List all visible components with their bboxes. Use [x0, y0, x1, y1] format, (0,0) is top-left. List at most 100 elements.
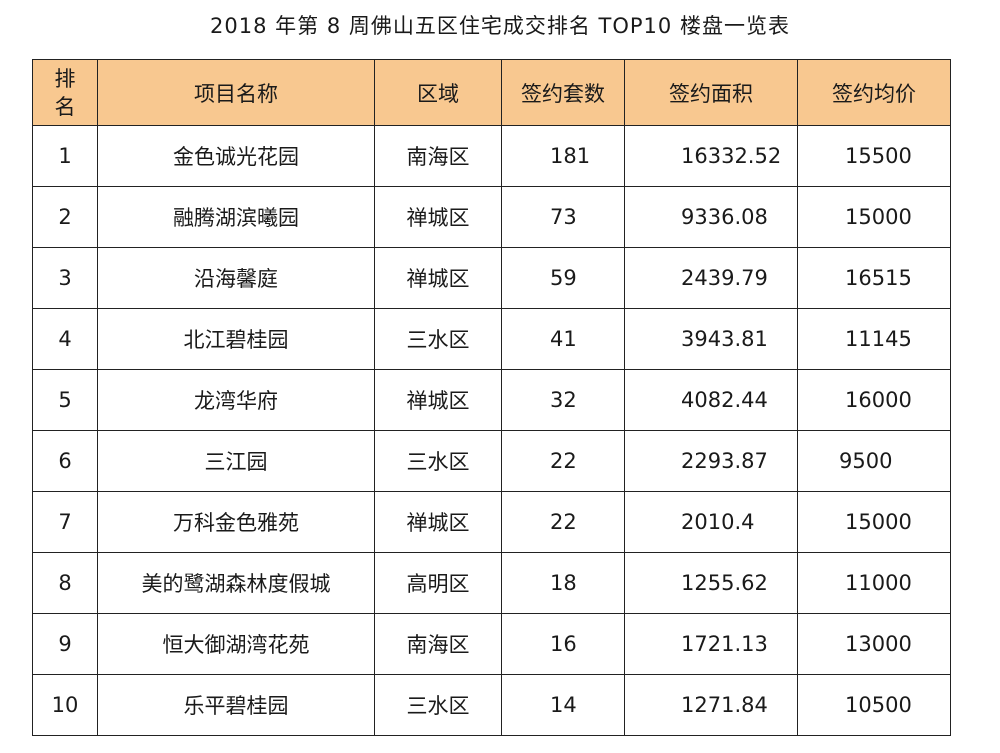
signed-units-value: 181 [550, 144, 591, 168]
cell-rank: 3 [32, 247, 98, 309]
cell-signed-area: 9336.08 [624, 186, 798, 248]
cell-signed-area: 16332.52 [624, 125, 798, 187]
cell-project-name: 北江碧桂园 [97, 308, 375, 370]
signed-area-value: 3943.81 [681, 327, 768, 351]
table-row: 9 恒大御湖湾花苑 南海区 16 1721.13 13000 [32, 613, 951, 675]
table-row: 2 融腾湖滨曦园 禅城区 73 9336.08 15000 [32, 186, 951, 248]
average-price-value: 15500 [845, 144, 912, 168]
table-title: 2018 年第 8 周佛山五区住宅成交排名 TOP10 楼盘一览表 [210, 14, 790, 38]
header-average-price: 签约均价 [797, 59, 951, 126]
cell-district: 禅城区 [374, 491, 502, 553]
signed-area-value: 2293.87 [681, 449, 768, 473]
table-row: 3 沿海馨庭 禅城区 59 2439.79 16515 [32, 247, 951, 309]
signed-units-value: 59 [550, 266, 577, 290]
cell-district: 禅城区 [374, 247, 502, 309]
signed-area-value: 1255.62 [681, 571, 768, 595]
cell-signed-units: 22 [501, 430, 625, 492]
signed-area-value: 16332.52 [681, 144, 782, 168]
cell-project-name: 沿海馨庭 [97, 247, 375, 309]
cell-signed-area: 4082.44 [624, 369, 798, 431]
cell-rank: 7 [32, 491, 98, 553]
cell-signed-area: 1271.84 [624, 674, 798, 736]
cell-rank: 4 [32, 308, 98, 370]
header-row: 排名 项目名称 区域 签约套数 签约面积 签约均价 [32, 59, 951, 126]
cell-district: 高明区 [374, 552, 502, 614]
cell-average-price: 13000 [797, 613, 951, 675]
cell-signed-area: 1255.62 [624, 552, 798, 614]
signed-units-value: 73 [550, 205, 577, 229]
header-rank: 排名 [32, 59, 98, 126]
header-signed-area: 签约面积 [624, 59, 798, 126]
table-row: 10 乐平碧桂园 三水区 14 1271.84 10500 [32, 674, 951, 736]
cell-signed-units: 16 [501, 613, 625, 675]
average-price-value: 9500 [839, 449, 893, 473]
cell-average-price: 15000 [797, 186, 951, 248]
cell-district: 三水区 [374, 674, 502, 736]
average-price-value: 13000 [845, 632, 912, 656]
cell-average-price: 15000 [797, 491, 951, 553]
cell-signed-area: 2010.4 [624, 491, 798, 553]
signed-area-value: 9336.08 [681, 205, 768, 229]
signed-units-value: 41 [550, 327, 577, 351]
cell-district: 南海区 [374, 125, 502, 187]
cell-district: 南海区 [374, 613, 502, 675]
signed-units-value: 14 [550, 693, 577, 717]
signed-area-value: 1271.84 [681, 693, 768, 717]
cell-signed-area: 2293.87 [624, 430, 798, 492]
table-row: 7 万科金色雅苑 禅城区 22 2010.4 15000 [32, 491, 951, 553]
average-price-value: 11000 [845, 571, 912, 595]
ranking-table: 排名 项目名称 区域 签约套数 签约面积 签约均价 1 金色诚光花园 南海区 1… [32, 59, 951, 736]
signed-area-value: 1721.13 [681, 632, 768, 656]
cell-average-price: 9500 [797, 430, 951, 492]
table-row: 1 金色诚光花园 南海区 181 16332.52 15500 [32, 125, 951, 187]
cell-average-price: 10500 [797, 674, 951, 736]
average-price-value: 16515 [845, 266, 912, 290]
table-row: 6 三江园 三水区 22 2293.87 9500 [32, 430, 951, 492]
cell-district: 三水区 [374, 308, 502, 370]
cell-rank: 10 [32, 674, 98, 736]
cell-average-price: 11145 [797, 308, 951, 370]
cell-project-name: 恒大御湖湾花苑 [97, 613, 375, 675]
average-price-value: 10500 [845, 693, 912, 717]
cell-signed-units: 14 [501, 674, 625, 736]
cell-project-name: 金色诚光花园 [97, 125, 375, 187]
average-price-value: 16000 [845, 388, 912, 412]
cell-rank: 5 [32, 369, 98, 431]
cell-signed-units: 181 [501, 125, 625, 187]
signed-units-value: 16 [550, 632, 577, 656]
signed-area-value: 2439.79 [681, 266, 768, 290]
cell-project-name: 三江园 [97, 430, 375, 492]
signed-units-value: 18 [550, 571, 577, 595]
cell-rank: 2 [32, 186, 98, 248]
cell-signed-area: 2439.79 [624, 247, 798, 309]
cell-district: 禅城区 [374, 369, 502, 431]
cell-project-name: 乐平碧桂园 [97, 674, 375, 736]
header-project-name: 项目名称 [97, 59, 375, 126]
cell-average-price: 16515 [797, 247, 951, 309]
average-price-value: 15000 [845, 510, 912, 534]
signed-area-value: 2010.4 [681, 510, 755, 534]
table-row: 4 北江碧桂园 三水区 41 3943.81 11145 [32, 308, 951, 370]
table-row: 8 美的鹭湖森林度假城 高明区 18 1255.62 11000 [32, 552, 951, 614]
cell-rank: 9 [32, 613, 98, 675]
average-price-value: 11145 [845, 327, 912, 351]
cell-average-price: 16000 [797, 369, 951, 431]
signed-units-value: 22 [550, 510, 577, 534]
cell-signed-units: 73 [501, 186, 625, 248]
signed-units-value: 32 [550, 388, 577, 412]
cell-district: 三水区 [374, 430, 502, 492]
header-rank-line1: 排 [54, 66, 76, 91]
cell-signed-units: 59 [501, 247, 625, 309]
header-rank-line2: 名 [54, 94, 76, 119]
header-signed-units: 签约套数 [501, 59, 625, 126]
cell-signed-units: 32 [501, 369, 625, 431]
header-district: 区域 [374, 59, 502, 126]
cell-rank: 6 [32, 430, 98, 492]
cell-project-name: 融腾湖滨曦园 [97, 186, 375, 248]
cell-signed-area: 1721.13 [624, 613, 798, 675]
cell-average-price: 11000 [797, 552, 951, 614]
cell-signed-area: 3943.81 [624, 308, 798, 370]
cell-signed-units: 22 [501, 491, 625, 553]
cell-district: 禅城区 [374, 186, 502, 248]
cell-signed-units: 18 [501, 552, 625, 614]
